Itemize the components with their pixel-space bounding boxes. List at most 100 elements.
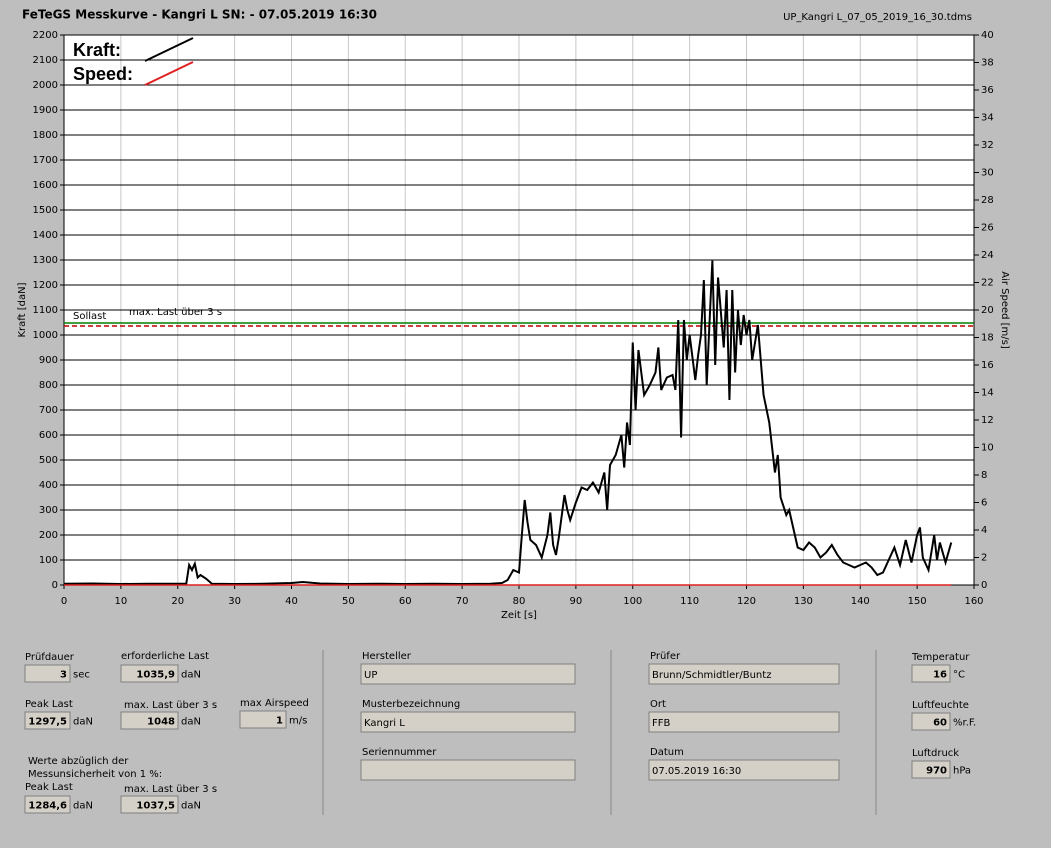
field-unit: daN <box>181 717 201 728</box>
y2-tick-label: 10 <box>981 443 994 454</box>
x-tick-label: 110 <box>680 596 699 607</box>
title: FeTeGS Messkurve - Kangri L SN: - 07.05.… <box>22 8 377 22</box>
data-line <box>63 260 953 586</box>
x-tick-label: 130 <box>794 596 813 607</box>
field-box <box>911 760 951 779</box>
y-tick-label: 700 <box>39 405 58 416</box>
y2-tick-label: 34 <box>981 113 994 124</box>
reference-label: max. Last über 3 s <box>129 307 222 318</box>
x-tick-label: 0 <box>61 596 67 607</box>
field-box <box>648 759 840 781</box>
y2-tick-label: 0 <box>981 580 987 591</box>
field-box <box>24 664 71 683</box>
y-tick-label: 900 <box>39 355 58 366</box>
field-box <box>360 663 576 685</box>
field-box <box>24 795 71 814</box>
field-value: 970 <box>926 766 947 777</box>
x-tick-label: 100 <box>623 596 642 607</box>
field-unit: m/s <box>289 716 307 727</box>
y-tick-label: 1400 <box>33 230 58 241</box>
y2-tick-label: 12 <box>981 415 994 426</box>
y-tick-label: 1500 <box>33 205 58 216</box>
y-tick-label: 400 <box>39 480 58 491</box>
y-tick-label: 0 <box>52 580 58 591</box>
y2-tick-label: 8 <box>981 470 987 481</box>
y-tick-label: 1700 <box>33 155 58 166</box>
y2-tick-label: 6 <box>981 498 987 509</box>
field-value: 1 <box>276 716 283 727</box>
field-unit: sec <box>73 670 90 681</box>
x-tick-label: 80 <box>513 596 526 607</box>
x-tick-label: 60 <box>399 596 412 607</box>
field-label: Peak Last <box>25 782 73 793</box>
y-tick-label: 2100 <box>33 55 58 66</box>
field-unit: daN <box>181 670 201 681</box>
field-unit: hPa <box>953 766 971 777</box>
x-tick-label: 140 <box>851 596 870 607</box>
y-axis-label: Kraft [daN] <box>17 282 28 337</box>
field-value: 1048 <box>147 717 175 728</box>
field-box <box>24 711 71 730</box>
x-tick-label: 70 <box>456 596 469 607</box>
x-tick-label: 20 <box>171 596 184 607</box>
note: Werte abzüglich der <box>28 756 129 767</box>
field-label: max. Last über 3 s <box>124 784 217 795</box>
field-value: 60 <box>933 718 947 729</box>
y-tick-label: 1800 <box>33 130 58 141</box>
field-label: Luftfeuchte <box>912 700 969 711</box>
y-tick-label: 200 <box>39 530 58 541</box>
y-tick-label: 2000 <box>33 80 58 91</box>
y2-tick-label: 28 <box>981 195 994 206</box>
field-label: max Airspeed <box>240 698 309 709</box>
field-label: Ort <box>650 699 666 710</box>
field-value: 1035,9 <box>136 670 175 681</box>
y-tick-label: 1900 <box>33 105 58 116</box>
field-value: 1284,6 <box>28 801 67 812</box>
field-label: max. Last über 3 s <box>124 700 217 711</box>
y-tick-label: 2200 <box>33 30 58 41</box>
field-value: Kangri L <box>364 718 405 729</box>
y2-tick-label: 36 <box>981 85 994 96</box>
field-value: Brunn/Schmidtler/Buntz <box>652 670 771 681</box>
y2-tick-label: 22 <box>981 278 994 289</box>
legend-swatch <box>144 61 194 86</box>
x-tick-label: 150 <box>908 596 927 607</box>
reference-label: Sollast <box>73 311 106 322</box>
field-unit: daN <box>181 801 201 812</box>
field-value: FFB <box>652 718 671 729</box>
field-box <box>648 711 840 733</box>
field-unit: °C <box>953 670 965 681</box>
y-tick-label: 600 <box>39 430 58 441</box>
field-value: 07.05.2019 16:30 <box>652 766 741 777</box>
x-tick-label: 40 <box>285 596 298 607</box>
y-tick-label: 1300 <box>33 255 58 266</box>
field-unit: daN <box>73 801 93 812</box>
field-label: Prüfdauer <box>25 652 75 663</box>
field-box <box>911 664 951 683</box>
y-tick-label: 1200 <box>33 280 58 291</box>
field-value: 1297,5 <box>28 717 67 728</box>
x-tick-label: 120 <box>737 596 756 607</box>
field-unit: %r.F. <box>953 718 976 729</box>
field-box <box>120 795 179 814</box>
y2-tick-label: 16 <box>981 360 994 371</box>
x-axis-label: Zeit [s] <box>501 610 537 621</box>
field-box <box>360 711 576 733</box>
y-tick-label: 1100 <box>33 305 58 316</box>
y2-tick-label: 14 <box>981 388 994 399</box>
y2-tick-label: 24 <box>981 250 994 261</box>
y2-tick-label: 4 <box>981 525 987 536</box>
field-value: 16 <box>933 670 947 681</box>
field-label: Prüfer <box>650 651 681 662</box>
field-label: Seriennummer <box>362 747 437 758</box>
field-label: Temperatur <box>911 652 970 663</box>
legend-label: Kraft: <box>73 40 121 60</box>
note: Messunsicherheit von 1 %: <box>28 769 162 780</box>
y-tick-label: 1600 <box>33 180 58 191</box>
x-tick-label: 90 <box>570 596 583 607</box>
field-value: 1037,5 <box>136 801 175 812</box>
field-label: Datum <box>650 747 684 758</box>
field-box <box>239 710 287 729</box>
y2-tick-label: 20 <box>981 305 994 316</box>
field-label: erforderliche Last <box>121 651 209 662</box>
